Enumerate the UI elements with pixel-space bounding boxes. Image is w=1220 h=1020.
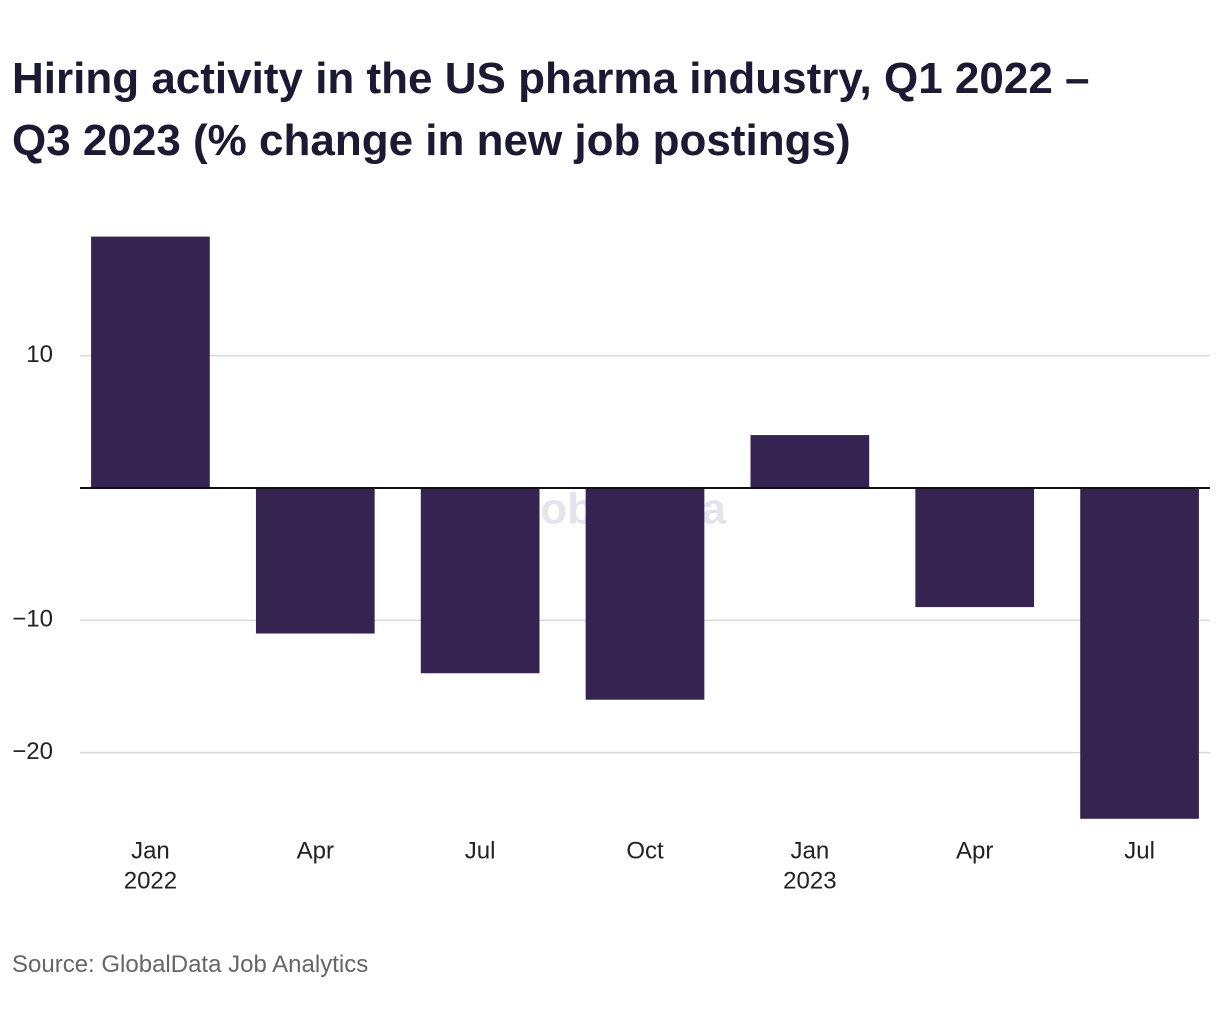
x-tick-label: Jul: [1124, 837, 1155, 864]
x-tick-label: Apr: [956, 837, 993, 864]
x-tick-year: 2022: [124, 867, 177, 894]
bar: [915, 488, 1035, 608]
source: Source: GlobalData Job Analytics: [12, 951, 368, 978]
bar: [420, 488, 540, 674]
bar: [750, 435, 870, 489]
bar: [1080, 488, 1199, 819]
bar: [255, 488, 375, 634]
x-tick-label: Jan: [791, 837, 830, 864]
x-tick-year: 2023: [783, 867, 836, 894]
x-tick-label: Jul: [465, 837, 496, 864]
chart-title: Q3 2023 (% change in new job postings): [12, 116, 851, 165]
bar: [585, 488, 705, 700]
chart-title: Hiring activity in the US pharma industr…: [12, 54, 1090, 103]
y-tick-label: −10: [12, 606, 53, 633]
y-tick-label: −20: [12, 738, 53, 765]
y-tick-label: 10: [26, 341, 53, 368]
x-tick-label: Oct: [626, 837, 664, 864]
x-tick-label: Jan: [131, 837, 170, 864]
x-tick-label: Apr: [297, 837, 334, 864]
bar: [91, 236, 210, 489]
